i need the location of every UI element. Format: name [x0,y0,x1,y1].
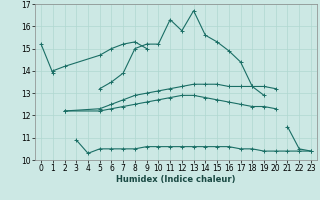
X-axis label: Humidex (Indice chaleur): Humidex (Indice chaleur) [116,175,236,184]
